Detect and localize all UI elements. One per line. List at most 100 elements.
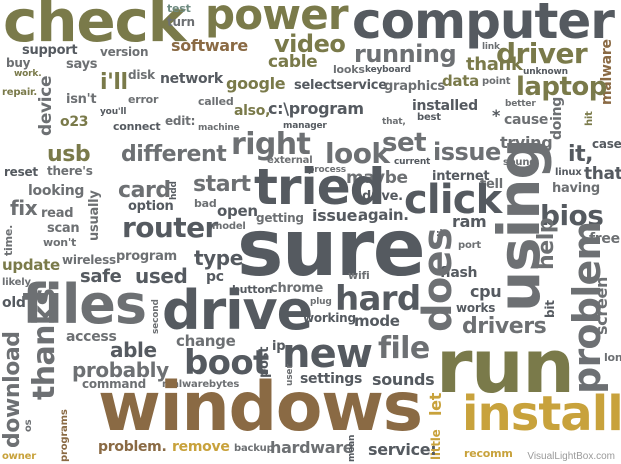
watermark-credit: VisualLightBox.com xyxy=(525,451,617,462)
word-new: new xyxy=(282,331,373,377)
word-connect: connect xyxy=(113,120,161,133)
word-driver: driver xyxy=(496,37,588,70)
word-version: version xyxy=(100,45,149,59)
word-installed: installed xyxy=(412,98,478,114)
word-theres: there's xyxy=(47,164,93,178)
word-hardware: hardware xyxy=(270,438,354,457)
word-old: old xyxy=(2,295,26,311)
word-install: install xyxy=(462,386,621,442)
word-read: read xyxy=(41,206,74,221)
word-internet: internet xyxy=(432,169,490,184)
word-look: look xyxy=(325,137,390,170)
word-cable: cable xyxy=(268,52,318,72)
word-cause: cause xyxy=(504,112,549,128)
word-drive: drive. xyxy=(362,189,403,204)
word-external: external xyxy=(267,155,313,166)
word-data: data xyxy=(442,72,479,90)
word-remove: remove xyxy=(172,439,230,455)
word-buy: buy xyxy=(6,56,31,70)
word-selectservice: selectservice xyxy=(294,78,387,93)
word-unknown: unknown xyxy=(523,67,568,77)
word-likely: likely xyxy=(2,277,31,288)
word-tried: tried xyxy=(254,158,385,216)
word-disk: disk xyxy=(128,68,155,82)
word-bios: bios xyxy=(540,199,604,232)
word-program: program xyxy=(116,249,177,264)
word-device: device xyxy=(36,75,56,136)
word-hit: hit xyxy=(584,111,595,126)
word-owner: owner xyxy=(2,451,36,462)
word-keyboard: keyboard xyxy=(365,65,411,75)
word-thanks: thanks xyxy=(27,288,62,400)
word-usually: usually xyxy=(87,190,102,241)
word-ram: ram xyxy=(452,212,487,231)
word-different: different xyxy=(121,142,227,167)
word-also: also, xyxy=(234,103,271,119)
word-wifi: wifi xyxy=(348,269,370,282)
word-set: set xyxy=(382,128,427,158)
word-settings: settings xyxy=(300,371,363,387)
word-pc: pc xyxy=(206,269,224,285)
word-let: let xyxy=(426,392,445,416)
word-card: card xyxy=(118,178,171,203)
word-says: says xyxy=(66,57,98,72)
word-working: working xyxy=(303,311,356,325)
word-file: file xyxy=(378,331,430,366)
word-issue2: issue. xyxy=(312,206,363,225)
word-case: case xyxy=(592,137,621,151)
word-long: long xyxy=(604,351,621,364)
word-reset: reset xyxy=(4,165,38,179)
word-time: time. xyxy=(2,224,15,256)
word-ill: i'll xyxy=(100,70,128,95)
word-drivers: drivers xyxy=(462,314,547,339)
word-run: run xyxy=(436,324,575,410)
word-sound: sound xyxy=(503,157,537,168)
word-issue: issue xyxy=(433,138,501,166)
word-getting: getting xyxy=(256,211,304,225)
word-change: change xyxy=(176,332,236,350)
word-able: able xyxy=(110,338,157,362)
word-probably: probably xyxy=(72,358,169,382)
word-turn: turn xyxy=(167,15,195,29)
word-scan: scan xyxy=(47,221,80,236)
word-better: better xyxy=(505,99,536,109)
word-plug: plug xyxy=(310,297,332,307)
word-works: works xyxy=(456,301,496,315)
word-check: check xyxy=(3,0,186,55)
word-wireless: wireless xyxy=(62,253,116,267)
word-looks: looks xyxy=(333,63,365,76)
word-does: does xyxy=(415,228,461,332)
word-hard: hard xyxy=(335,279,421,319)
word-router: router xyxy=(122,211,218,244)
word-machine: machine xyxy=(198,123,240,133)
word-start: start xyxy=(193,172,251,197)
word-used: used xyxy=(135,264,188,288)
word-process: process xyxy=(308,165,346,175)
word-test: test xyxy=(167,2,191,15)
word-tell: tell xyxy=(480,177,503,192)
word-command: command xyxy=(82,377,146,391)
word-computer: computer xyxy=(352,0,615,50)
word-sure: sure xyxy=(237,204,426,294)
word-port: port xyxy=(458,240,481,251)
word-os: os xyxy=(23,419,34,432)
word-malwarebytes: malwarebytes xyxy=(162,379,240,390)
word-recomm: recomm xyxy=(464,447,513,460)
word-having: having xyxy=(552,181,600,196)
word-chrome: chrome xyxy=(270,281,324,296)
word-service: service: xyxy=(368,440,437,459)
word-o23: o23 xyxy=(60,114,89,130)
word-called: called xyxy=(198,95,234,108)
word-drivep: drive xyxy=(162,279,313,342)
word-thank: thank xyxy=(466,54,523,75)
word-that: that, xyxy=(382,117,406,127)
word-it: it, xyxy=(568,142,594,167)
word-again: again. xyxy=(358,206,409,224)
word-flash: flash xyxy=(440,265,478,281)
word-smile: :) xyxy=(436,229,444,239)
word-best: best xyxy=(417,112,441,123)
word-mode: mode xyxy=(354,312,400,330)
word-download: download xyxy=(0,331,25,448)
word-button: button xyxy=(232,283,273,296)
word-linux: linux xyxy=(555,167,582,178)
